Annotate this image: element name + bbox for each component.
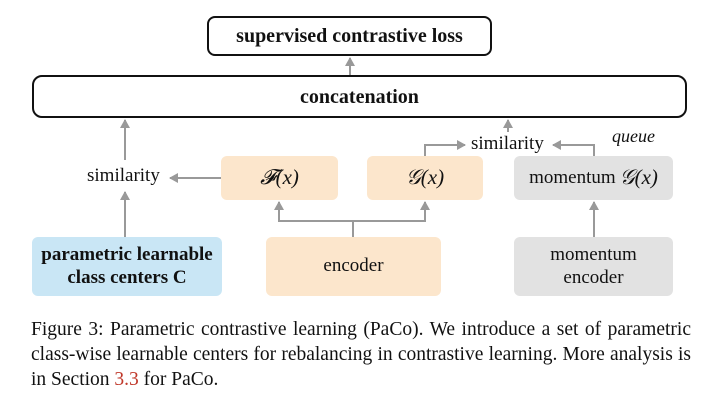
similarity-top-label: similarity [471,133,544,154]
momentum-encoder-box: momentum encoder [514,237,673,296]
centers-line-2: class centers C [67,266,187,288]
momentum-encoder-line-2: encoder [563,266,624,288]
concat-label: concatenation [300,85,419,108]
momentum-g-prefix: momentum [529,166,616,188]
section-ref-link[interactable]: 3.3 [114,369,139,390]
centers-line-1: parametric learnable [41,243,213,265]
loss-label: supervised contrastive loss [236,25,463,47]
concatenation-box: concatenation [32,75,687,118]
momentum-g-math: 𝒢(x) [619,165,658,190]
f-label: 𝓕(x) [260,165,299,190]
arrow-mg-to-sim-top [552,140,595,156]
similarity-left-label: similarity [87,165,160,186]
queue-label: queue [612,126,655,146]
figure-caption: Figure 3: Parametric contrastive learnin… [31,317,691,392]
g-label: 𝒢(x) [405,165,445,190]
encoder-label: encoder [323,255,384,277]
arrow-encoder-branch-right [353,201,430,222]
g-projection-box: 𝒢(x) [367,156,483,200]
momentum-g-box: momentum 𝒢(x) [514,156,673,200]
encoder-box: encoder [266,237,441,296]
caption-prefix: Figure 3: Parametric contrastive learnin… [31,319,691,390]
momentum-encoder-line-1: momentum [550,243,637,265]
arrow-encoder-branch [274,201,354,237]
arrow-g-to-sim-top [424,140,466,156]
supervised-contrastive-loss-box: supervised contrastive loss [207,16,492,56]
class-centers-box: parametric learnable class centers C [32,237,222,296]
f-projection-box: 𝓕(x) [221,156,338,200]
caption-suffix: for PaCo. [138,369,219,390]
